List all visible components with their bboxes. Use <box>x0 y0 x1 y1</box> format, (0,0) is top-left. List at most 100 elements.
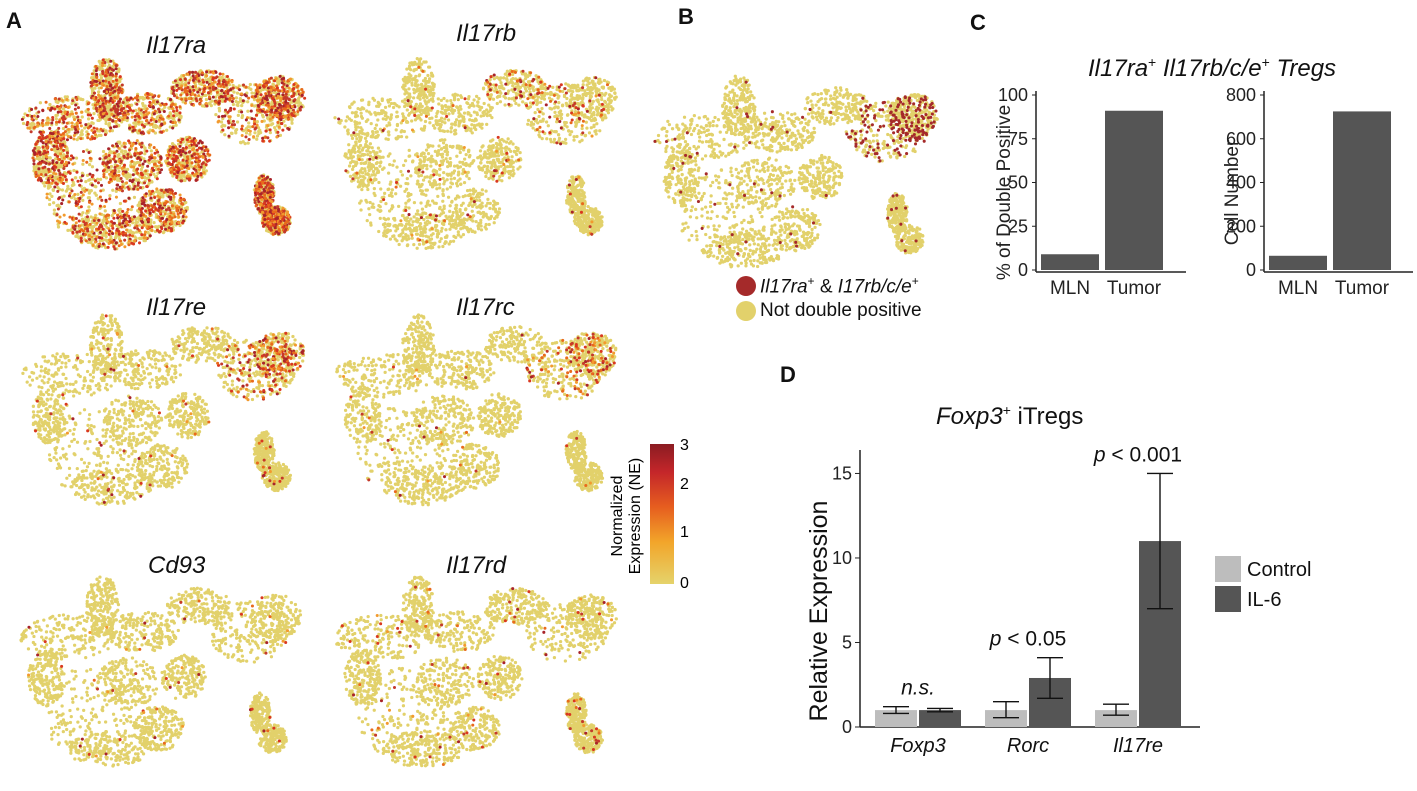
y-tick-label: 400 <box>1226 173 1256 193</box>
gene-label-il17ra: Il17ra <box>146 32 206 60</box>
y-axis-label: Cell Number <box>1222 139 1243 245</box>
title-suffix: Tregs <box>1270 55 1336 82</box>
panel-label-a: A <box>6 8 22 34</box>
umap-plot-il17rc <box>335 313 618 507</box>
gene-label-il17rb: Il17rb <box>456 20 516 48</box>
y-axis-label: Relative Expression <box>805 501 833 722</box>
legend-gene1: Il17ra <box>760 276 808 297</box>
p-symbol: p <box>989 628 1002 651</box>
title-sup1: + <box>1148 54 1156 70</box>
umap-plot-double-positive <box>653 74 939 269</box>
legend-label: IL-6 <box>1247 589 1281 611</box>
significance-label: n.s. <box>901 677 935 700</box>
bar <box>919 710 961 727</box>
p-value: < 0.05 <box>1001 628 1066 651</box>
gene-label-il17rd: Il17rd <box>446 552 506 580</box>
title-gene2: Il17rb/c/e <box>1156 55 1262 82</box>
legend-gene2: I17rb/c/e <box>838 276 912 297</box>
gene-label-cd93: Cd93 <box>148 552 205 580</box>
umap-cells <box>333 56 618 250</box>
y-tick-label: 15 <box>832 463 852 483</box>
legend-sup2: + <box>912 274 919 288</box>
significance-label: p < 0.001 <box>1093 443 1182 466</box>
bar-chart-percent-double-positive: 0 25 50 75 100 MLN Tumor % of Double Positive <box>994 85 1186 299</box>
umap-cells <box>19 575 303 768</box>
x-tick-label: Tumor <box>1107 278 1162 299</box>
colorbar-tick: 0 <box>680 575 689 592</box>
umap-expressing-cells <box>337 65 610 244</box>
panel-c-title: Il17ra+ Il17rb/c/e+ Tregs <box>1088 54 1336 83</box>
x-tick-label: MLN <box>1278 278 1318 299</box>
umap-plot-il17ra <box>20 58 307 251</box>
title-gene1: Il17ra <box>1088 55 1148 82</box>
x-tick-label: Rorc <box>1007 735 1049 757</box>
umap-cells <box>654 74 939 269</box>
x-tick-label: Foxp3 <box>890 735 946 757</box>
title-sup2: + <box>1262 54 1270 70</box>
panel-label-d: D <box>780 362 796 388</box>
y-tick-label: 0 <box>1018 260 1028 280</box>
gene-label-il17re: Il17re <box>146 294 206 322</box>
umap-expressing-cells <box>20 58 307 251</box>
colorbar-title-line1: Normalized <box>609 476 626 557</box>
bar <box>875 710 917 727</box>
bar-chart-relative-expression: 0 5 10 15 Relative Expression Foxp3 n.s. Rorc p … <box>805 443 1311 757</box>
umap-expressing-cells <box>33 314 305 504</box>
umap-plot-cd93 <box>19 575 303 768</box>
colorbar-legend: Normalized Expression (NE) 3 2 1 0 <box>609 437 689 592</box>
y-tick-label: 800 <box>1226 85 1256 105</box>
legend-label-not-double-positive: Not double positive <box>760 300 922 322</box>
colorbar-gradient <box>650 444 674 584</box>
y-tick-label: 25 <box>1008 216 1028 236</box>
bar <box>985 710 1027 727</box>
x-tick-label: MLN <box>1050 278 1090 299</box>
y-tick-label: 5 <box>842 632 852 652</box>
umap-cells <box>335 575 618 768</box>
legend-swatch-double-positive <box>736 276 756 297</box>
umap-plot-il17rb <box>333 56 618 250</box>
bar <box>1333 111 1391 270</box>
bar <box>1269 255 1327 270</box>
y-tick-label: 0 <box>1246 260 1256 280</box>
legend-swatch <box>1215 556 1241 582</box>
panel-label-c: C <box>970 10 986 36</box>
legend-item-double-positive: Il17ra+ & I17rb/c/e+ <box>736 274 919 298</box>
umap-expressing-cells <box>340 585 614 767</box>
umap-cells <box>335 313 618 507</box>
p-symbol: p <box>1093 443 1106 466</box>
colorbar-title-line2: Expression (NE) <box>627 458 644 574</box>
title-sup: + <box>1003 402 1011 418</box>
umap-expressing-cells <box>653 80 938 256</box>
y-tick-label: 100 <box>998 85 1028 105</box>
title-suffix: iTregs <box>1011 403 1084 430</box>
colorbar-tick: 1 <box>680 524 689 541</box>
bar <box>1041 254 1099 270</box>
significance-label: p < 0.05 <box>989 628 1067 651</box>
y-tick-label: 50 <box>1008 173 1028 193</box>
legend-join: & <box>815 276 838 297</box>
legend-sup1: + <box>808 274 815 288</box>
y-tick-label: 10 <box>832 548 852 568</box>
umap-expressing-cells <box>342 332 616 497</box>
legend-label: Control <box>1247 559 1311 581</box>
legend-swatch <box>1215 586 1241 612</box>
y-tick-label: 0 <box>842 717 852 737</box>
gene-label-il17rc: Il17rc <box>456 294 515 322</box>
colorbar-tick: 3 <box>680 437 689 454</box>
x-tick-label: Il17re <box>1113 735 1163 757</box>
y-tick-label: 200 <box>1226 216 1256 236</box>
bar <box>1095 710 1137 727</box>
y-axis-label: % of Double Positive <box>994 105 1015 280</box>
title-gene: Foxp3 <box>936 403 1003 430</box>
x-tick-label: Tumor <box>1335 278 1390 299</box>
y-tick-label: 600 <box>1226 129 1256 149</box>
umap-expressing-cells <box>27 596 290 758</box>
legend-swatch-not-double-positive <box>736 301 756 321</box>
panel-label-b: B <box>678 4 694 30</box>
panel-d-title: Foxp3+ iTregs <box>936 402 1083 431</box>
umap-plot-il17rd <box>335 575 618 768</box>
bar <box>1105 110 1163 270</box>
umap-plot-il17re <box>21 313 306 506</box>
bar-chart-cell-number: 0 200 400 600 800 MLN Tumor Cell Number <box>1222 85 1413 299</box>
legend-item-not-double-positive: Not double positive <box>736 300 922 322</box>
